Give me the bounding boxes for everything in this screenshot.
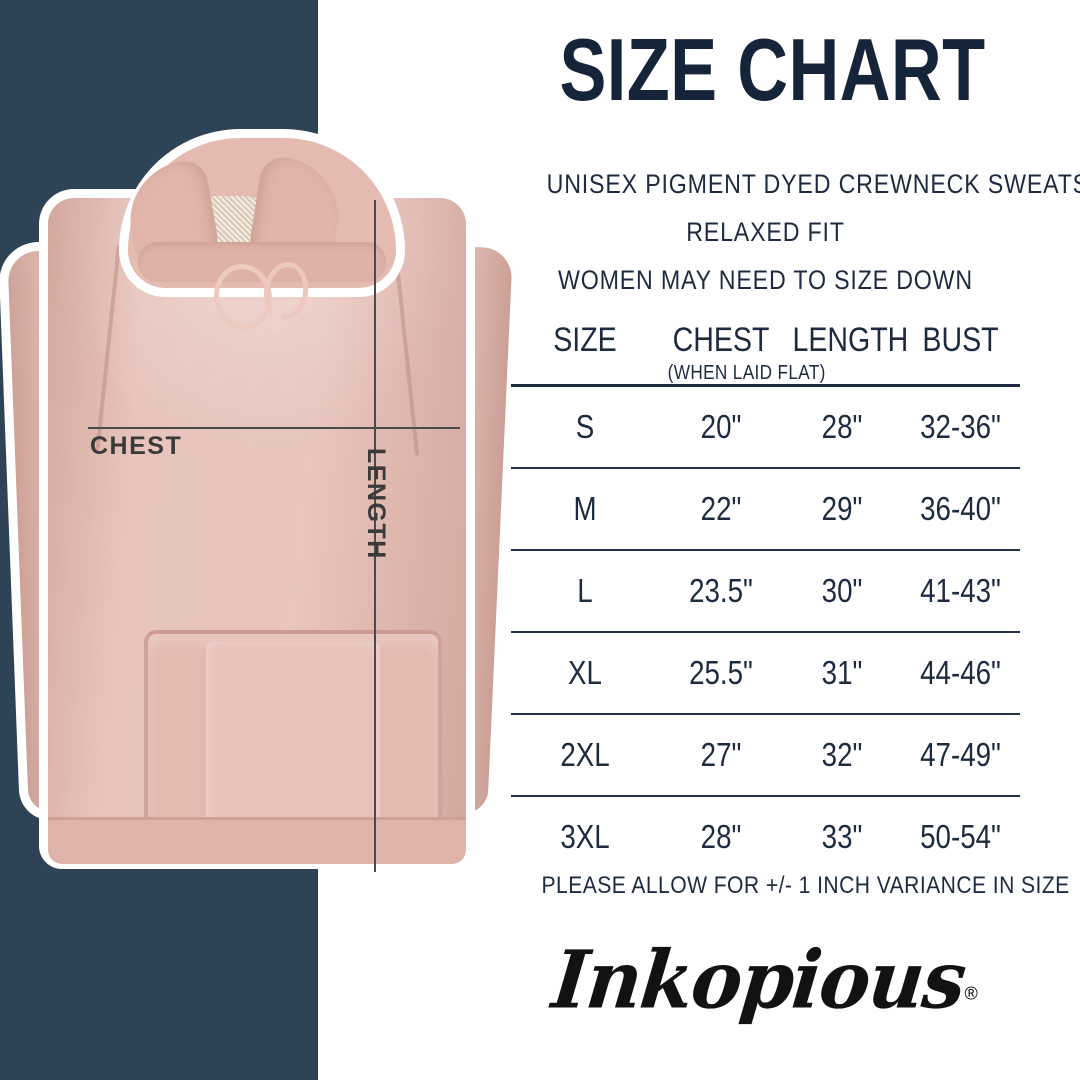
table-row: M 22" 29" 36-40" xyxy=(511,469,1020,549)
subtitle-block: UNISEX PIGMENT DYED CREWNECK SWEATSHIRT … xyxy=(511,160,1080,304)
chart-content: SIZE CHART UNISEX PIGMENT DYED CREWNECK … xyxy=(511,0,1080,1080)
cell-bust: 47-49" xyxy=(920,736,1001,773)
subtitle-fit: RELAXED FIT xyxy=(686,217,845,247)
cell-size: M xyxy=(573,490,597,527)
table-header-row: SIZE CHEST LENGTH BUST (WHEN LAID FLAT) xyxy=(511,318,1020,384)
table-row: XL 25.5" 31" 44-46" xyxy=(511,633,1020,713)
pocket-opening xyxy=(206,642,380,832)
brand-logo: Inkopious® xyxy=(511,930,1020,1040)
brand-logo-wordmark: Inkopious xyxy=(548,932,970,1027)
cell-bust: 36-40" xyxy=(920,490,1001,527)
cell-chest: 20" xyxy=(700,408,742,445)
cell-chest: 23.5" xyxy=(689,572,753,609)
sweatshirt-product-photo xyxy=(7,138,513,864)
cell-chest: 25.5" xyxy=(689,654,753,691)
length-measurement-label: LENGTH xyxy=(362,448,390,560)
kangaroo-pocket xyxy=(144,630,442,834)
table-row-divider xyxy=(511,549,1020,551)
cell-size: XL xyxy=(568,654,602,691)
table-row-divider xyxy=(511,713,1020,715)
table-row: S 20" 28" 32-36" xyxy=(511,387,1020,467)
registered-trademark-icon: ® xyxy=(964,983,978,1004)
variance-note: PLEASE ALLOW FOR +/- 1 INCH VARIANCE IN … xyxy=(541,872,1070,899)
size-table: SIZE CHEST LENGTH BUST (WHEN LAID FLAT) … xyxy=(511,318,1020,877)
subtitle-sizing-advice: WOMEN MAY NEED TO SIZE DOWN xyxy=(557,265,974,295)
table-row: 3XL 28" 33" 50-54" xyxy=(511,797,1020,877)
table-row-divider xyxy=(511,795,1020,797)
cell-length: 29" xyxy=(821,490,863,527)
column-header-note: (WHEN LAID FLAT) xyxy=(667,362,826,384)
cell-bust: 32-36" xyxy=(920,408,1001,445)
cell-size: 3XL xyxy=(560,818,610,855)
cell-bust: 50-54" xyxy=(920,818,1001,855)
cell-chest: 22" xyxy=(700,490,742,527)
column-header-chest: CHEST xyxy=(672,321,770,359)
cell-size: S xyxy=(575,408,595,445)
cell-size: L xyxy=(577,572,593,609)
subtitle-product: UNISEX PIGMENT DYED CREWNECK SWEATSHIRT xyxy=(546,169,1080,199)
column-header-length: LENGTH xyxy=(792,321,909,359)
cell-chest: 28" xyxy=(700,818,742,855)
neck-band xyxy=(138,242,386,282)
table-row: L 23.5" 30" 41-43" xyxy=(511,551,1020,631)
length-measurement-line xyxy=(374,200,376,872)
cell-length: 33" xyxy=(821,818,863,855)
page-title: SIZE CHART xyxy=(559,20,986,119)
chest-measurement-label: CHEST xyxy=(90,432,183,460)
table-row-divider xyxy=(511,631,1020,633)
cell-length: 31" xyxy=(821,654,863,691)
table-row: 2XL 27" 32" 47-49" xyxy=(511,715,1020,795)
bottom-hem xyxy=(48,817,466,864)
cell-bust: 41-43" xyxy=(920,572,1001,609)
cell-length: 28" xyxy=(821,408,863,445)
cell-length: 30" xyxy=(821,572,863,609)
product-image-panel: CHEST LENGTH xyxy=(0,0,520,1080)
table-row-divider xyxy=(511,467,1020,469)
garment-body xyxy=(48,198,466,860)
chest-measurement-line xyxy=(88,427,460,429)
cell-length: 32" xyxy=(821,736,863,773)
cell-bust: 44-46" xyxy=(920,654,1001,691)
column-header-bust: BUST xyxy=(922,321,999,359)
cell-size: 2XL xyxy=(560,736,610,773)
cell-chest: 27" xyxy=(700,736,742,773)
column-header-size: SIZE xyxy=(553,321,617,359)
table-header-rule xyxy=(511,384,1020,387)
